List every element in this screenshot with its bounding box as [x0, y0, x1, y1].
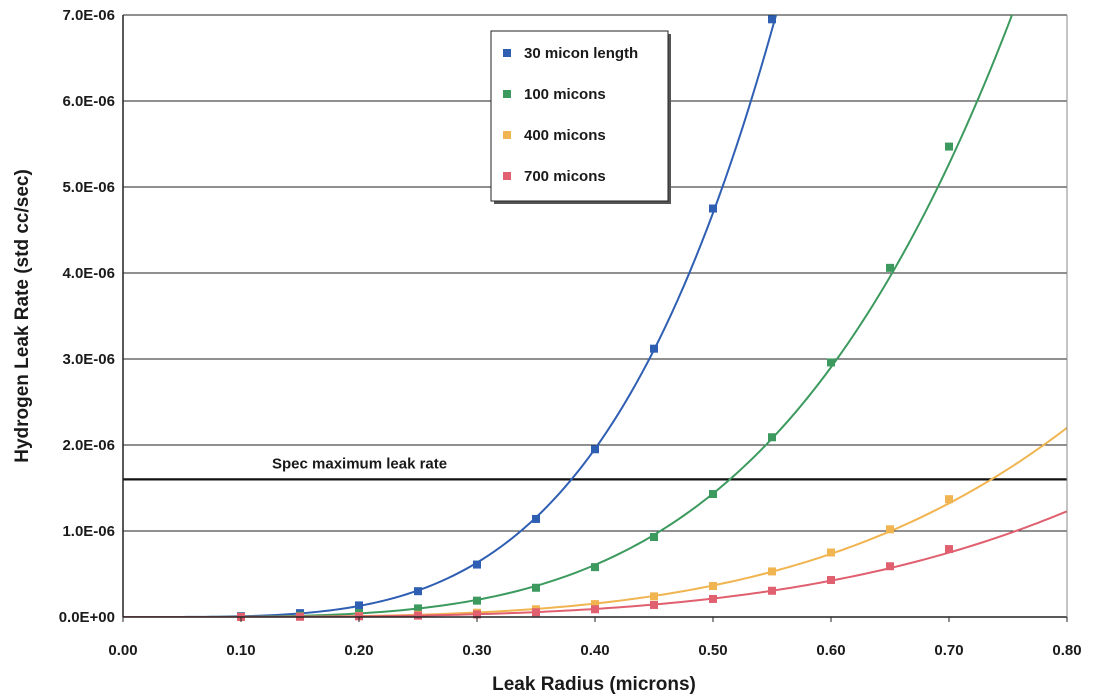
data-point — [473, 610, 481, 619]
data-point — [532, 608, 540, 617]
y-axis-title: Hydrogen Leak Rate (std cc/sec) — [12, 169, 33, 463]
data-point — [768, 433, 776, 442]
legend-label: 700 micons — [524, 168, 606, 185]
data-point — [650, 533, 658, 542]
x-tick-labels: 0.00 0.10 0.20 0.30 0.40 0.50 0.60 0.70 0.80 — [108, 617, 1082, 659]
y-tick-label: 1.0E-06 — [62, 523, 115, 540]
legend-swatch — [503, 90, 511, 98]
data-point — [650, 344, 658, 353]
data-point — [414, 587, 422, 596]
legend-label: 30 micon length — [524, 45, 638, 62]
y-tick-label: 4.0E-06 — [62, 265, 115, 282]
x-tick-label: 0.70 — [934, 642, 963, 659]
legend-box — [490, 30, 669, 202]
data-point — [591, 600, 599, 609]
data-point — [709, 204, 717, 213]
data-point — [591, 605, 599, 614]
data-point — [650, 592, 658, 601]
spec-max-label: Spec maximum leak rate — [272, 455, 447, 472]
y-tick-label: 2.0E-06 — [62, 437, 115, 454]
data-point — [473, 560, 481, 569]
x-tick-label: 0.80 — [1052, 642, 1081, 659]
data-point — [886, 562, 894, 571]
legend-label: 400 micons — [524, 127, 606, 144]
x-tick-label: 0.00 — [108, 642, 137, 659]
data-point — [945, 142, 953, 151]
data-point — [591, 445, 599, 454]
data-point — [414, 604, 422, 613]
x-tick-label: 0.50 — [698, 642, 727, 659]
legend-swatch — [503, 172, 511, 180]
y-tick-label: 3.0E-06 — [62, 351, 115, 368]
legend: 30 micon length 100 micons 400 micons 700 m… — [490, 30, 671, 204]
data-point — [414, 611, 422, 620]
data-point — [650, 600, 658, 609]
y-tick-label: 6.0E-06 — [62, 93, 115, 110]
legend-swatch — [503, 49, 511, 57]
y-tick-label: 5.0E-06 — [62, 179, 115, 196]
data-point — [827, 358, 835, 367]
data-point — [768, 567, 776, 576]
x-axis-title: Leak Radius (microns) — [492, 674, 696, 695]
x-tick-label: 0.60 — [816, 642, 845, 659]
data-point — [827, 548, 835, 557]
data-point — [886, 525, 894, 534]
y-tick-labels: 0.0E+00 1.0E-06 2.0E-06 3.0E-06 4.0E-06 5.0E-… — [59, 7, 115, 626]
data-point — [532, 514, 540, 523]
legend-swatch — [503, 131, 511, 139]
y-tick-label: 0.0E+00 — [59, 609, 115, 626]
data-point — [709, 582, 717, 591]
data-point — [709, 490, 717, 499]
spec-line-group: Spec maximum leak rate — [123, 455, 1067, 481]
x-tick-label: 0.20 — [344, 642, 373, 659]
data-point — [709, 594, 717, 603]
y-tick-label: 7.0E-06 — [62, 7, 115, 24]
data-point — [768, 15, 776, 24]
data-point — [355, 601, 363, 610]
data-point — [886, 263, 894, 272]
x-tick-label: 0.10 — [226, 642, 255, 659]
data-point — [473, 596, 481, 605]
data-point — [945, 495, 953, 504]
x-tick-label: 0.30 — [462, 642, 491, 659]
data-point — [532, 583, 540, 592]
legend-label: 100 micons — [524, 86, 606, 103]
data-point — [768, 586, 776, 595]
data-point — [945, 545, 953, 554]
data-point — [827, 576, 835, 585]
x-tick-label: 0.40 — [580, 642, 609, 659]
data-point — [591, 563, 599, 572]
